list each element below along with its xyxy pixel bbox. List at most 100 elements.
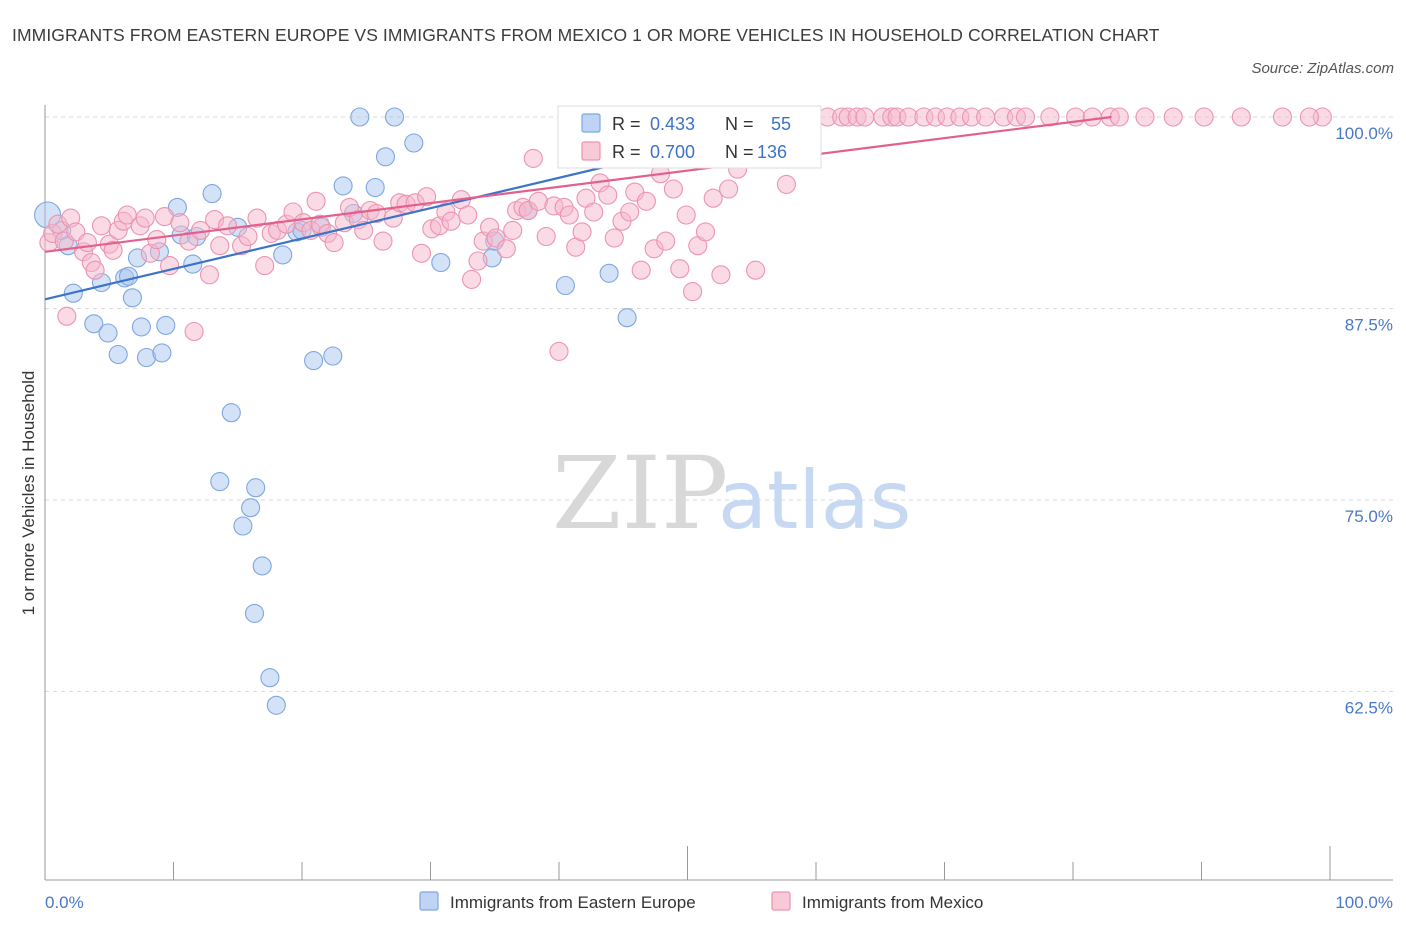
y-tick-label-3: 62.5% [1345, 699, 1393, 718]
watermark-atlas: atlas [718, 454, 911, 547]
legend: Immigrants from Eastern Europe Immigrant… [419, 891, 983, 912]
s1-point-27 [244, 603, 265, 623]
s2-point-90 [631, 260, 651, 280]
s1-point-28 [246, 478, 266, 498]
s2-point-132 [1135, 107, 1155, 127]
s2-point-86 [604, 228, 624, 248]
s1-point-26 [241, 498, 261, 518]
s1-point-25 [233, 516, 253, 536]
legend-label-mexico: Immigrants from Mexico [802, 893, 983, 912]
s1-point-12 [131, 317, 151, 337]
s2-point-63 [462, 269, 482, 289]
y-tick-label-1: 87.5% [1345, 316, 1393, 335]
s2-point-40 [306, 191, 326, 211]
s1-point-31 [266, 695, 286, 715]
s2-point-22 [170, 213, 190, 233]
chart-source: Source: ZipAtlas.com [1251, 60, 1394, 77]
axes [44, 105, 1393, 881]
watermark: ZIP atlas [552, 435, 911, 552]
s2-point-131 [1109, 107, 1129, 127]
s1-point-22 [210, 472, 230, 492]
stats-n-value-1: 55 [771, 114, 791, 134]
s2-point-75 [536, 226, 556, 247]
s1-point-42 [375, 147, 396, 167]
s2-point-17 [135, 208, 155, 228]
stats-r-value-1: 0.433 [650, 114, 695, 134]
s2-point-96 [670, 259, 690, 279]
legend-swatch-eastern-europe [419, 891, 439, 911]
s2-point-77 [549, 341, 569, 361]
s2-point-97 [676, 205, 696, 225]
y-tick-label-0: 100.0% [1335, 124, 1393, 143]
s2-point-31 [238, 226, 258, 247]
s2-point-60 [441, 211, 461, 231]
stats-swatch-eastern-europe [581, 113, 601, 133]
s2-point-91 [636, 191, 656, 211]
x-tick-label-min: 0.0% [45, 893, 84, 912]
s2-point-129 [1082, 107, 1102, 127]
s2-point-100 [695, 222, 716, 242]
s2-point-113 [855, 107, 875, 127]
s2-point-101 [703, 188, 723, 208]
s1-point-37 [323, 346, 343, 366]
s2-point-10 [91, 216, 112, 236]
stats-r-label-1: R = [612, 114, 641, 134]
chart-title: IMMIGRANTS FROM EASTERN EUROPE VS IMMIGR… [12, 25, 1160, 45]
trend-line-mexico [44, 115, 1112, 253]
s2-point-50 [373, 231, 393, 251]
s2-point-81 [572, 222, 592, 242]
s2-point-28 [210, 236, 230, 256]
x-tick-label-max: 100.0% [1335, 893, 1393, 912]
s1-point-23 [221, 403, 241, 423]
s1-point-32 [273, 245, 293, 265]
s1-point-6 [98, 323, 118, 343]
s2-point-105 [746, 260, 766, 280]
s2-point-98 [683, 282, 703, 302]
s1-point-30 [260, 668, 280, 688]
s1-point-44 [404, 133, 424, 153]
stats-n-label-1: N = [725, 114, 754, 134]
s2-point-88 [620, 202, 640, 222]
s2-point-64 [468, 251, 488, 271]
y-tick-labels: 100.0% 87.5% 75.0% 62.5% [1335, 124, 1393, 718]
s2-point-133 [1163, 107, 1183, 127]
s2-point-55 [411, 243, 432, 263]
s2-point-29 [217, 216, 238, 236]
stats-box: R = 0.433 N = 55 R = 0.700 N = 136 [557, 105, 822, 169]
stats-swatch-mexico [581, 141, 601, 161]
stats-r-value-2: 0.700 [650, 142, 695, 162]
s1-point-35 [304, 351, 324, 371]
y-axis-label: 1 or more Vehicles in Household [19, 371, 38, 616]
s2-point-85 [598, 185, 618, 205]
s1-point-43 [384, 107, 405, 127]
s2-point-127 [1040, 107, 1060, 127]
s1-point-10 [122, 288, 142, 308]
s1-point-45 [431, 252, 451, 273]
watermark-zip: ZIP [552, 435, 728, 552]
s2-point-73 [523, 148, 543, 168]
stats-box-frame [557, 105, 822, 169]
s2-point-135 [1231, 107, 1251, 127]
s1-point-9 [118, 266, 139, 286]
s1-point-7 [108, 344, 128, 365]
s1-point-49 [555, 275, 575, 296]
s1-point-51 [617, 308, 637, 328]
s1-point-40 [350, 107, 370, 127]
legend-label-eastern-europe: Immigrants from Eastern Europe [450, 893, 696, 912]
s1-point-29 [252, 556, 272, 576]
legend-swatch-mexico [771, 891, 791, 911]
s1-point-16 [156, 315, 176, 335]
s2-point-126 [1015, 107, 1036, 127]
s2-point-95 [663, 179, 683, 199]
s1-point-21 [202, 184, 222, 204]
s1-point-41 [365, 177, 385, 198]
s2-point-94 [656, 231, 676, 251]
s1-point-4 [84, 314, 104, 334]
s1-point-15 [152, 343, 172, 363]
s2-point-79 [559, 205, 579, 225]
s2-point-33 [255, 256, 275, 276]
stats-n-value-2: 136 [757, 142, 787, 162]
s2-point-69 [503, 220, 523, 240]
s2-point-26 [199, 265, 220, 285]
